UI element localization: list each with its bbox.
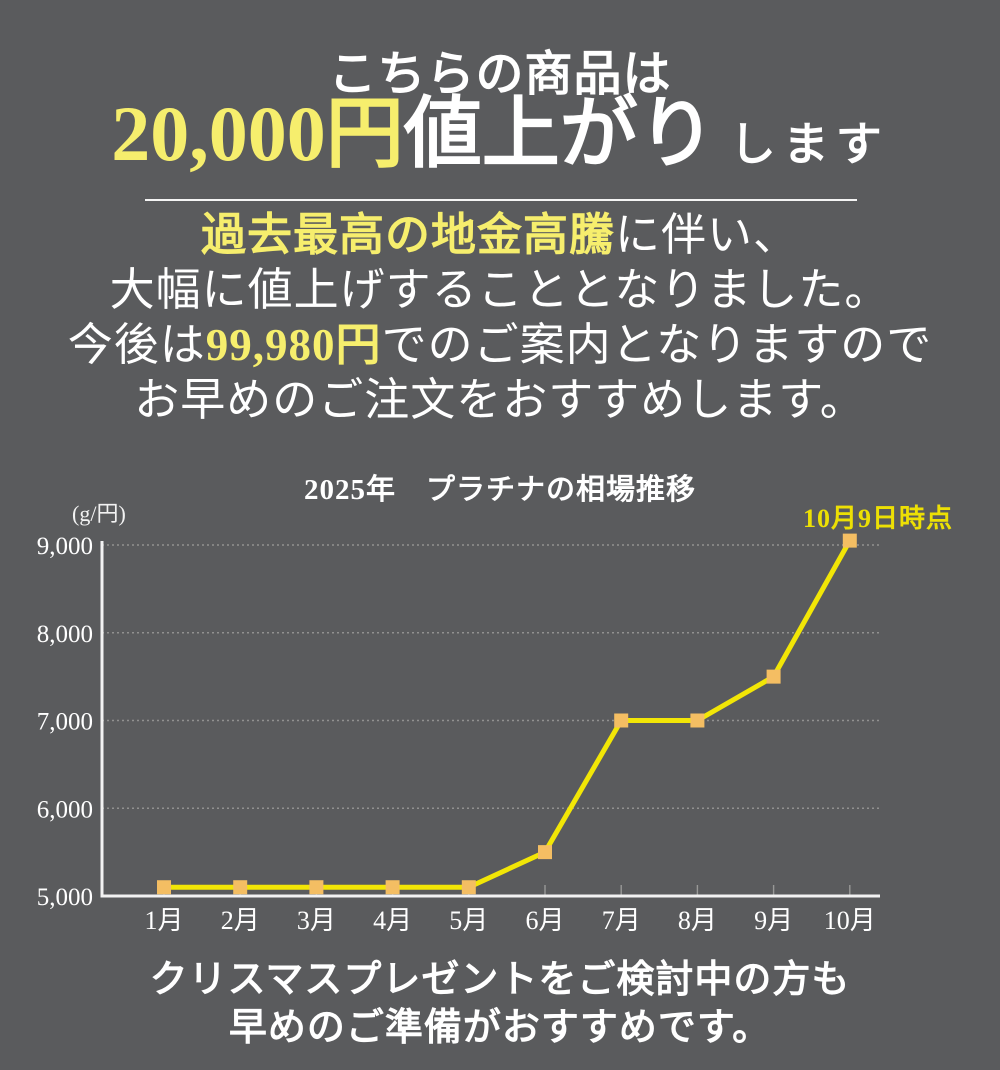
y-axis-label: 6,000 — [37, 796, 93, 823]
x-axis-label: 7月 — [602, 906, 641, 935]
x-axis-label: 2月 — [221, 906, 260, 935]
data-point-marker — [157, 880, 171, 895]
y-axis-label: 7,000 — [37, 709, 93, 736]
platinum-price-line-chart: 5,000 6,000 7,000 8,000 9,000 1月 2月 3月 4月 5月 6月 7月 8… — [37, 533, 880, 935]
notice-line3-prefix: 今後は — [67, 320, 206, 370]
footer-message: クリスマスプレゼントをご検討中の方も 早めのご準備がおすすめです。 — [0, 956, 1000, 1052]
data-point-marker — [309, 880, 324, 895]
data-point-marker — [690, 713, 705, 728]
data-point-marker — [233, 880, 248, 895]
header-price-line: 20,000円 値上がり します — [0, 88, 1000, 191]
footer-line-1: クリスマスプレゼントをご検討中の方も — [149, 959, 851, 1001]
data-point-marker — [461, 880, 476, 895]
notice-line1-rest: に伴い、 — [615, 210, 800, 260]
y-axis-label: 9,000 — [37, 533, 93, 560]
y-axis-label: 8,000 — [37, 621, 93, 648]
chart-date-annotation: 10月9日時点 — [803, 504, 954, 533]
x-axis-label: 6月 — [525, 906, 564, 935]
header-divider — [145, 199, 857, 201]
x-axis-label: 3月 — [297, 906, 336, 935]
notice-highlight-metal-surge: 過去最高の地金高騰 — [200, 210, 615, 260]
data-point-marker — [385, 880, 400, 895]
footer-line-2: 早めのご準備がおすすめです。 — [228, 1007, 772, 1049]
price-increase-amount: 20,000円 — [111, 90, 404, 177]
header-intro-text: こちらの商品は — [328, 48, 672, 101]
x-axis-label: 5月 — [449, 906, 488, 935]
header-suffix: します — [729, 119, 889, 170]
notice-paragraph: 過去最高の地金高騰に伴い、 大幅に値上げすることとなりました。 今後は99,98… — [0, 208, 1000, 428]
data-point-marker — [538, 845, 552, 860]
x-axis-label: 8月 — [678, 906, 717, 935]
data-point-marker — [614, 713, 629, 728]
x-axis-label: 9月 — [754, 906, 793, 935]
x-axis-label: 1月 — [144, 906, 183, 935]
notice-line3-suffix: でのご案内となりますので — [381, 320, 933, 370]
data-point-marker — [842, 533, 857, 548]
notice-line-2: 大幅に値上げすることとなりました。 — [109, 265, 891, 315]
notice-line-4: お早めのご注文をおすすめします。 — [134, 375, 866, 425]
x-axis-label: 4月 — [373, 906, 412, 935]
chart-unit-label: (g/円) — [72, 501, 126, 526]
price-line — [161, 538, 853, 890]
y-axis-label: 5,000 — [37, 884, 93, 911]
price-increase-label: 値上がり — [403, 90, 716, 177]
notice-line-1: 過去最高の地金高騰に伴い、 — [0, 208, 1000, 263]
notice-new-price: 99,980円 — [205, 320, 382, 370]
data-point-marker — [766, 669, 781, 684]
x-axis-label: 10月 — [824, 906, 876, 935]
chart-title: 2025年 プラチナの相場推移 — [303, 474, 696, 506]
notice-line-3: 今後は99,980円でのご案内となりますので — [0, 318, 1000, 373]
